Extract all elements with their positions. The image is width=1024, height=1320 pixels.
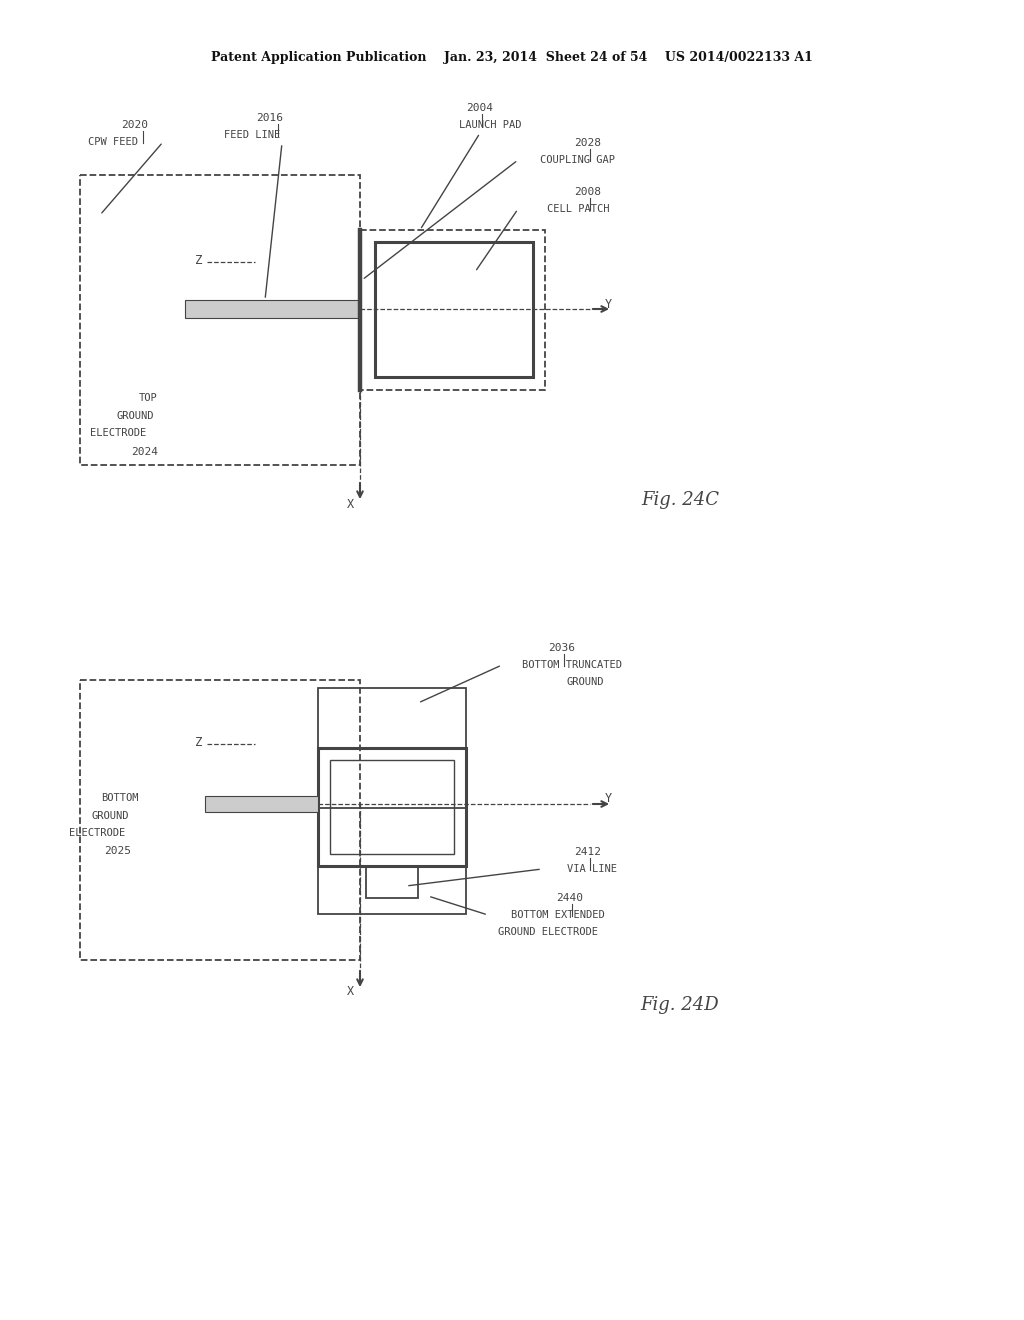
Text: 2412: 2412: [574, 847, 601, 857]
Bar: [366, 866, 418, 898]
Text: COUPLING GAP: COUPLING GAP: [541, 154, 615, 165]
Text: Fig. 24D: Fig. 24D: [641, 997, 719, 1014]
Text: 2020: 2020: [122, 120, 148, 129]
Text: 2004: 2004: [467, 103, 494, 114]
Text: Patent Application Publication    Jan. 23, 2014  Sheet 24 of 54    US 2014/00221: Patent Application Publication Jan. 23, …: [211, 51, 813, 65]
Bar: [318, 866, 466, 913]
Text: LAUNCH PAD: LAUNCH PAD: [459, 120, 521, 129]
Text: BOTTOM TRUNCATED: BOTTOM TRUNCATED: [522, 660, 622, 671]
Text: X: X: [346, 498, 353, 511]
Text: GROUND: GROUND: [566, 677, 604, 686]
Text: ELECTRODE: ELECTRODE: [69, 828, 125, 838]
Bar: [80, 176, 360, 465]
Text: GROUND: GROUND: [117, 411, 154, 421]
Text: 2440: 2440: [556, 894, 584, 903]
Text: 2008: 2008: [574, 187, 601, 197]
Text: GROUND ELECTRODE: GROUND ELECTRODE: [498, 927, 598, 937]
Text: CELL PATCH: CELL PATCH: [547, 205, 609, 214]
Bar: [205, 796, 318, 812]
Text: BOTTOM: BOTTOM: [101, 793, 138, 803]
Text: TOP: TOP: [138, 393, 158, 403]
Bar: [318, 688, 466, 808]
Text: X: X: [346, 985, 353, 998]
Bar: [330, 760, 454, 854]
Text: 2016: 2016: [256, 114, 284, 123]
Text: 2025: 2025: [104, 846, 131, 855]
Bar: [375, 242, 534, 378]
Text: Z: Z: [195, 253, 203, 267]
Text: 2028: 2028: [574, 139, 601, 148]
Bar: [360, 230, 545, 389]
Text: ELECTRODE: ELECTRODE: [90, 428, 146, 438]
Text: FEED LINE: FEED LINE: [224, 129, 281, 140]
Bar: [318, 748, 466, 866]
Text: BOTTOM EXTENDED: BOTTOM EXTENDED: [511, 909, 605, 920]
Text: 2036: 2036: [549, 643, 575, 653]
Text: Y: Y: [605, 297, 612, 310]
Text: CPW FEED: CPW FEED: [88, 137, 138, 147]
Text: 2024: 2024: [131, 447, 159, 457]
Bar: [80, 680, 360, 960]
Text: Z: Z: [195, 735, 203, 748]
Text: VIA LINE: VIA LINE: [567, 865, 617, 874]
Text: GROUND: GROUND: [91, 810, 129, 821]
Bar: [185, 300, 360, 318]
Text: Y: Y: [605, 792, 612, 805]
Text: Fig. 24C: Fig. 24C: [641, 491, 719, 510]
